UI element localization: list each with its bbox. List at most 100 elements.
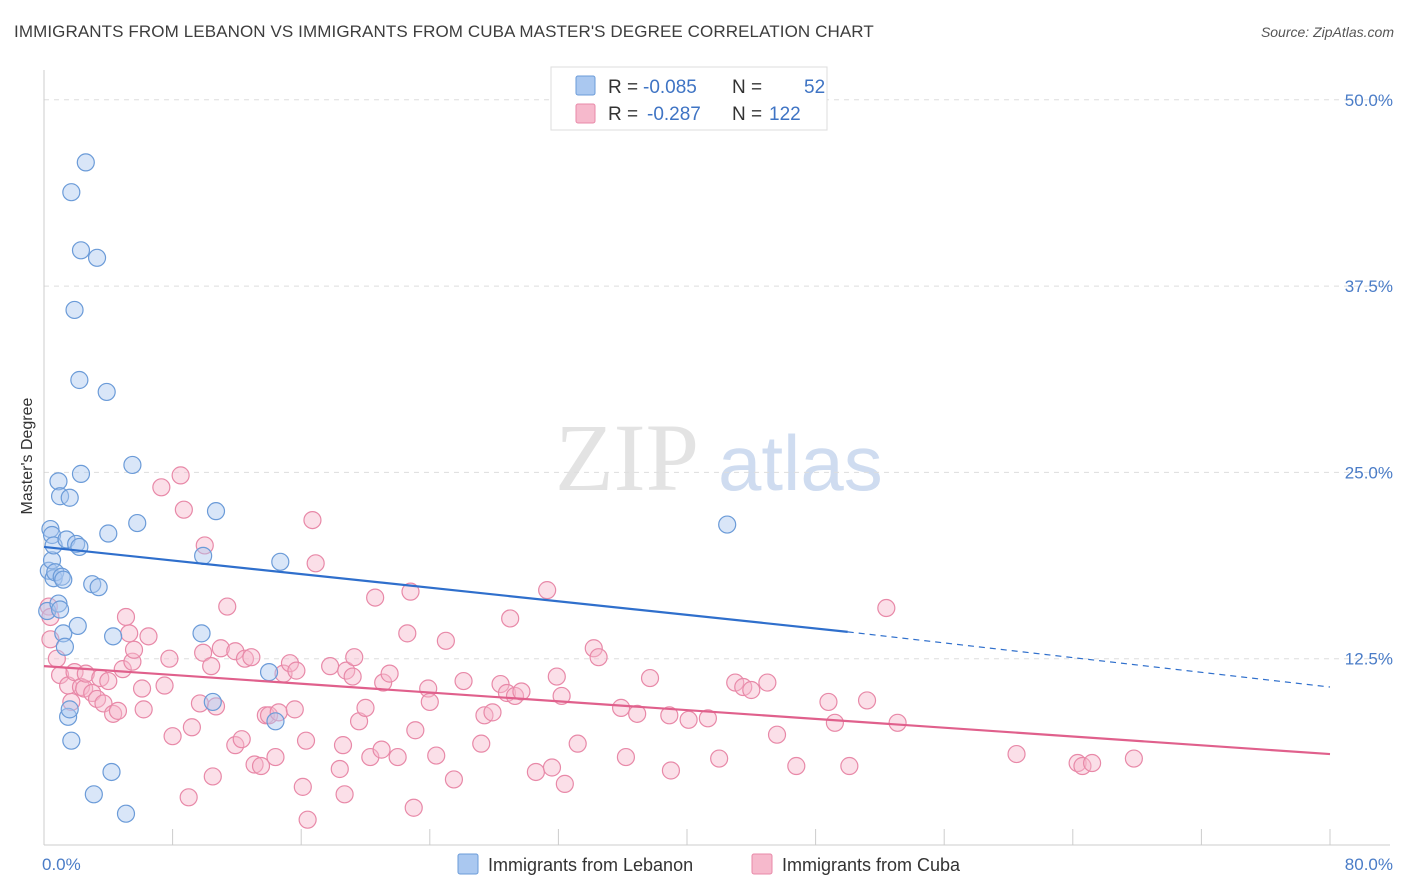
data-point-lebanon (62, 731, 81, 750)
data-point-cuba (611, 698, 631, 717)
data-point-cuba (491, 674, 510, 694)
data-point-cuba (420, 692, 439, 712)
data-point-cuba (374, 673, 393, 692)
data-point-cuba (888, 713, 907, 732)
data-point-lebanon (203, 692, 222, 712)
data-point-cuba (661, 761, 681, 780)
data-point-cuba (160, 649, 179, 668)
data-point-cuba (211, 639, 230, 658)
data-point-lebanon (89, 578, 108, 597)
data-point-lebanon (99, 524, 118, 543)
data-point-cuba (538, 581, 557, 600)
data-point-cuba (584, 639, 603, 658)
data-point-cuba (182, 718, 201, 737)
data-point-cuba (179, 788, 198, 807)
data-point-lebanon (50, 487, 70, 506)
data-point-lebanon (87, 248, 107, 267)
data-point-lebanon (65, 300, 84, 320)
data-point-cuba (787, 756, 806, 776)
axes (43, 70, 1390, 846)
data-point-cuba (120, 624, 139, 643)
data-point-lebanon (49, 472, 68, 491)
data-point-cuba (767, 725, 787, 744)
data-point-lebanon (42, 551, 62, 570)
watermark-atlas: atlas (718, 419, 883, 507)
data-point-lebanon (60, 488, 79, 507)
data-point-cuba (825, 713, 844, 732)
data-point-lebanon (50, 600, 70, 619)
data-point-lebanon (49, 594, 68, 613)
data-point-cuba (1068, 753, 1087, 773)
x-axis-ticks (172, 829, 1331, 845)
data-point-cuba (640, 668, 660, 688)
data-point-cuba (343, 667, 362, 686)
data-point-cuba (266, 747, 285, 767)
data-point-lebanon (68, 616, 87, 636)
legend-n-cuba: 122 (769, 104, 801, 125)
data-point-lebanon (52, 567, 71, 586)
data-point-cuba (134, 700, 153, 719)
data-point-cuba (108, 701, 128, 720)
bottom-legend: Immigrants from Lebanon Immigrants from … (457, 853, 961, 875)
trendline-lebanon (43, 545, 848, 633)
data-point-cuba (710, 749, 729, 768)
data-point-cuba (372, 740, 391, 759)
legend-frame (550, 66, 828, 131)
data-point-cuba (104, 704, 123, 723)
data-point-cuba (113, 660, 132, 679)
data-point-cuba (232, 730, 251, 749)
legend-r-label: R = (608, 104, 638, 125)
data-point-cuba (877, 598, 896, 618)
data-point-cuba (287, 661, 306, 680)
legend-swatch-lebanon (575, 75, 596, 96)
bottom-legend-swatch-lebanon (457, 853, 479, 875)
data-point-cuba (152, 478, 171, 497)
data-point-lebanon (70, 537, 89, 557)
data-point-lebanon (59, 707, 78, 726)
data-point-lebanon (60, 700, 79, 719)
y-axis-label: Master's Degree (19, 397, 36, 514)
data-point-lebanon (194, 546, 213, 565)
data-point-lebanon (54, 570, 73, 589)
data-point-cuba (380, 664, 399, 683)
data-point-cuba (132, 679, 152, 698)
data-point-cuba (298, 810, 317, 829)
data-point-cuba (398, 624, 417, 643)
data-point-cuba (679, 710, 698, 729)
data-point-cuba (203, 767, 222, 786)
data-point-cuba (388, 747, 407, 767)
data-point-cuba (251, 756, 271, 776)
data-point-lebanon (259, 663, 279, 682)
data-point-cuba (526, 762, 545, 782)
data-point-cuba (1082, 753, 1102, 773)
data-point-cuba (472, 734, 491, 753)
data-point-lebanon (192, 624, 211, 643)
y-tick-label: 37.5% (1345, 277, 1393, 296)
legend-n-label: N = (732, 77, 762, 98)
data-point-cuba (427, 746, 446, 765)
data-point-lebanon (271, 552, 290, 571)
data-point-cuba (542, 758, 562, 777)
x-tick-label: 0.0% (42, 855, 81, 874)
x-tick-labels: 0.0% 80.0% (42, 855, 1393, 874)
data-point-cuba (345, 648, 364, 667)
data-point-cuba (436, 631, 455, 650)
data-point-cuba (589, 648, 608, 667)
chart-title: IMMIGRANTS FROM LEBANON VS IMMIGRANTS FR… (14, 22, 874, 41)
data-point-cuba (124, 640, 144, 659)
gridlines (44, 99, 1390, 660)
data-point-cuba (857, 691, 877, 710)
data-point-cuba (483, 703, 502, 722)
data-point-cuba (235, 649, 255, 668)
data-point-cuba (404, 798, 423, 817)
data-point-cuba (306, 554, 325, 573)
data-point-cuba (139, 627, 158, 646)
data-point-cuba (406, 721, 425, 740)
data-point-cuba (1124, 749, 1143, 768)
data-point-cuba (285, 700, 304, 719)
data-point-lebanon (718, 515, 737, 534)
data-point-cuba (628, 704, 647, 723)
y-tick-label: 12.5% (1345, 650, 1393, 669)
data-point-cuba (547, 667, 566, 686)
